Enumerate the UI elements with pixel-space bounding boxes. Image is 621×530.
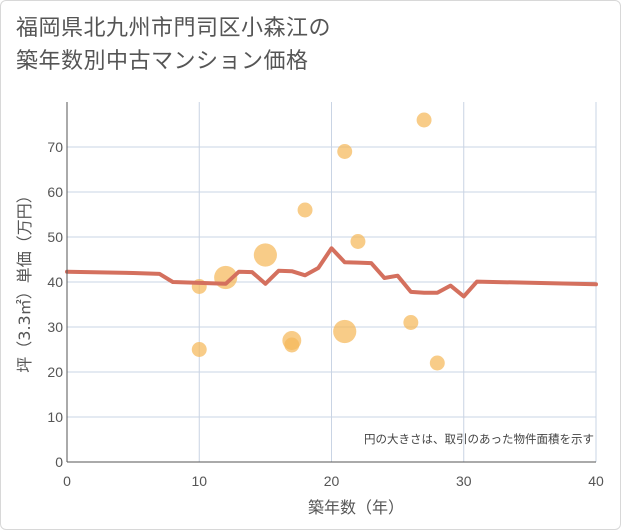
scatter-point-6 xyxy=(297,202,313,218)
y-tick-label-30: 30 xyxy=(47,319,63,335)
y-tick-label-50: 50 xyxy=(47,229,63,245)
scatter-point-11 xyxy=(416,112,432,128)
scatter-point-9 xyxy=(350,234,366,249)
scatter-point-12 xyxy=(429,355,445,371)
y-tick-label-0: 0 xyxy=(55,454,63,470)
x-tick-label-30: 30 xyxy=(456,473,472,489)
scatter-point-7 xyxy=(337,144,353,159)
scatter-point-10 xyxy=(403,315,419,330)
chart-title-line-1: 福岡県北九州市門司区小森江の xyxy=(16,16,332,41)
y-tick-label-60: 60 xyxy=(47,184,63,200)
x-tick-label-20: 20 xyxy=(324,473,340,489)
scatter-point-8 xyxy=(333,319,357,344)
y-tick-label-70: 70 xyxy=(47,139,63,155)
x-tick-label-0: 0 xyxy=(63,473,71,489)
y-tick-label-40: 40 xyxy=(47,274,63,290)
x-axis-label: 築年数（年） xyxy=(308,498,404,517)
scatter-point-5 xyxy=(284,337,300,353)
x-tick-label-40: 40 xyxy=(588,473,604,489)
trend-line xyxy=(65,246,598,299)
bubble-series xyxy=(191,112,445,371)
y-axis-label: 坪（3.3㎡）単価（万円） xyxy=(15,187,34,372)
scatter-point-1 xyxy=(191,342,207,357)
chart-title-line-2: 築年数別中古マンション価格 xyxy=(16,49,309,74)
chart-title: 福岡県北九州市門司区小森江の 築年数別中古マンション価格 xyxy=(16,12,331,78)
chart-note: 円の大きさは、取引のあった物件面積を示す xyxy=(364,432,594,446)
x-tick-label-10: 10 xyxy=(191,473,207,489)
y-tick-label-20: 20 xyxy=(47,364,63,380)
tick-labels: 0 10 20 30 40 0 10 20 30 40 50 60 70 xyxy=(47,139,604,489)
scatter-point-3 xyxy=(253,243,277,267)
y-tick-label-10: 10 xyxy=(47,409,63,425)
axes xyxy=(66,102,596,463)
trend-series xyxy=(65,246,598,299)
